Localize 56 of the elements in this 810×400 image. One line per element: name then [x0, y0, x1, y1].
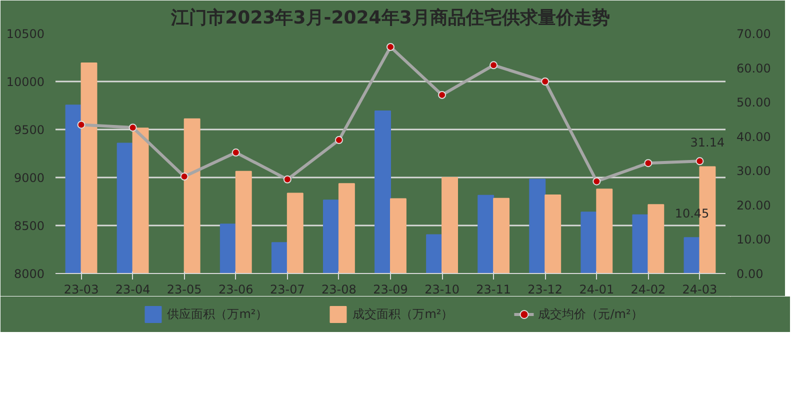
- chart-title: 江门市2023年3月-2024年3月商品住宅供求量价走势: [170, 8, 610, 28]
- x-tick-label: 23-10: [424, 282, 460, 296]
- bar: [580, 212, 598, 274]
- y2-tick-label: 60.00: [736, 61, 771, 76]
- x-tick-label: 23-12: [528, 282, 563, 296]
- y-tick-label: 10000: [6, 75, 45, 89]
- legend-label: 成交均价（元/m²）: [538, 306, 643, 322]
- y2-tick-label: 30.00: [736, 164, 771, 178]
- x-tick-label: 23-11: [476, 282, 512, 296]
- bar: [286, 192, 304, 274]
- bar: [65, 104, 82, 274]
- bar: [235, 170, 252, 274]
- y-tick-label: 8500: [14, 219, 45, 233]
- bar: [390, 198, 406, 274]
- x-tick-label: 23-05: [166, 282, 202, 296]
- bar: [426, 234, 443, 274]
- x-tick-label: 24-02: [630, 282, 666, 296]
- bar: [544, 194, 562, 274]
- y2-tick-label: 0.00: [736, 267, 764, 281]
- bar: [220, 224, 236, 274]
- x-tick-label: 23-06: [218, 282, 254, 296]
- x-tick-label: 23-08: [322, 282, 356, 296]
- x-tick-label: 24-03: [682, 282, 718, 296]
- y2-tick-label: 70.00: [736, 27, 771, 41]
- bar: [632, 214, 649, 274]
- bar: [529, 178, 546, 274]
- bar: [116, 142, 134, 274]
- y2-tick-label: 20.00: [736, 198, 771, 212]
- y-tick-label: 10500: [6, 27, 45, 41]
- bar: [648, 204, 664, 274]
- y2-tick-label: 40.00: [736, 130, 771, 144]
- bar: [132, 128, 149, 274]
- x-tick-label: 23-04: [115, 282, 150, 296]
- y-tick-label: 9000: [14, 171, 45, 185]
- bar: [493, 198, 510, 274]
- y-tick-label: 9500: [14, 123, 45, 137]
- y2-tick-label: 50.00: [736, 96, 771, 110]
- bar: [338, 183, 355, 274]
- y-tick-label: 8000: [14, 267, 45, 281]
- legend-label: 供应面积（万m²）: [167, 306, 268, 322]
- bar: [184, 118, 200, 274]
- legend-label: 成交面积（万m²）: [352, 306, 454, 322]
- bar: [442, 177, 458, 274]
- bar: [271, 242, 288, 274]
- bar: [478, 194, 494, 274]
- bar: [80, 62, 98, 274]
- x-tick-label: 23-07: [270, 282, 305, 296]
- x-tick-label: 24-01: [579, 282, 614, 296]
- x-tick-label: 23-03: [64, 282, 99, 296]
- bar: [684, 237, 700, 274]
- x-tick-label: 23-09: [373, 282, 408, 296]
- bar: [374, 110, 391, 274]
- y2-tick-label: 10.00: [736, 232, 771, 247]
- data-label: 31.14: [690, 136, 725, 150]
- bar: [596, 188, 613, 274]
- bar: [323, 200, 340, 274]
